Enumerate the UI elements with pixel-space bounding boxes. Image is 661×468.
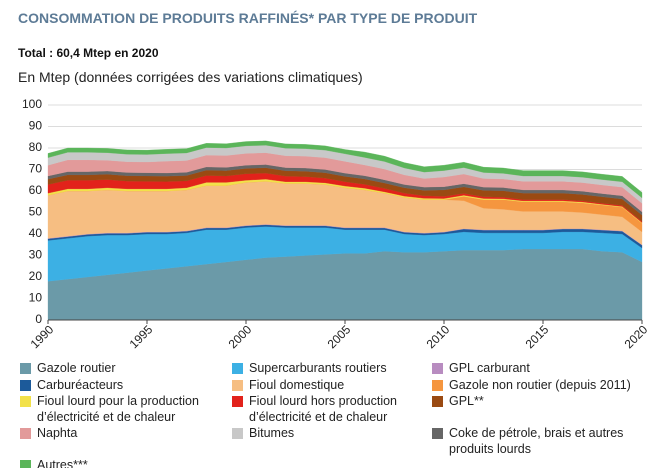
legend-swatch bbox=[20, 460, 31, 468]
legend-label: Autres*** bbox=[37, 458, 88, 468]
y-tick-label: 80 bbox=[29, 140, 43, 154]
y-tick-label: 70 bbox=[29, 162, 43, 176]
legend-label: GPL** bbox=[449, 394, 484, 408]
x-tick-label: 2010 bbox=[424, 322, 453, 351]
legend-label: Bitumes bbox=[249, 426, 295, 440]
legend-swatch bbox=[432, 396, 443, 407]
legend-label: Fioul lourd hors production d’électricit… bbox=[249, 394, 397, 424]
x-tick-label: 1995 bbox=[127, 322, 156, 351]
legend-swatch bbox=[432, 363, 443, 374]
y-tick-label: 0 bbox=[35, 312, 42, 326]
legend-label: Naphta bbox=[37, 426, 78, 440]
legend-label: Carburéacteurs bbox=[37, 377, 124, 392]
y-tick-label: 40 bbox=[29, 226, 43, 240]
legend-item: Fioul domestique bbox=[232, 378, 432, 394]
x-tick-label: 2005 bbox=[325, 322, 354, 351]
legend-item: Supercarburants routiers bbox=[232, 361, 432, 377]
chart: 0 10 20 30 40 50 60 70 80 90 100 1990 1995 2000 2005 20… bbox=[22, 97, 651, 351]
legend-label: Supercarburants routiers bbox=[249, 361, 387, 375]
y-tick-label: 30 bbox=[29, 248, 43, 262]
chart-title: CONSOMMATION DE PRODUITS RAFFINÉS* PAR T… bbox=[18, 10, 478, 26]
legend-item: Autres*** bbox=[20, 458, 232, 468]
y-tick-label: 60 bbox=[29, 183, 43, 197]
legend-item: Bitumes bbox=[232, 426, 432, 457]
x-tick-label: 2020 bbox=[622, 322, 651, 351]
legend-label: GPL carburant bbox=[449, 361, 530, 375]
legend-label: Coke de pétrole, brais et autres produit… bbox=[449, 426, 624, 456]
legend-swatch bbox=[432, 379, 443, 391]
legend-swatch bbox=[232, 379, 243, 391]
x-tick-label: 2000 bbox=[226, 322, 255, 351]
legend-item: Gazole non routier (depuis 2011) bbox=[432, 378, 650, 394]
legend-label: Fioul lourd pour la production d’électri… bbox=[37, 394, 199, 424]
legend-item: Fioul lourd pour la production d’électri… bbox=[20, 394, 232, 425]
legend-item: Carburéacteurs bbox=[20, 378, 232, 394]
x-tick-label: 2015 bbox=[523, 322, 552, 351]
legend-item: Gazole routier bbox=[20, 361, 232, 377]
legend-label: Gazole routier bbox=[37, 361, 116, 375]
legend-label: Fioul domestique bbox=[249, 377, 345, 392]
y-tick-label: 20 bbox=[29, 269, 43, 283]
legend-swatch bbox=[232, 396, 243, 407]
legend-swatch bbox=[20, 379, 31, 391]
x-tick-label: 1990 bbox=[28, 322, 57, 351]
y-tick-label: 10 bbox=[29, 291, 43, 305]
legend: Gazole routier Supercarburants routiers GP… bbox=[20, 361, 650, 468]
legend-item: GPL carburant bbox=[432, 361, 650, 377]
legend-swatch bbox=[20, 363, 31, 374]
legend-item: GPL** bbox=[432, 394, 650, 425]
y-tick-label: 100 bbox=[22, 97, 42, 111]
area bbox=[47, 140, 643, 199]
legend-item: Naphta bbox=[20, 426, 232, 457]
legend-swatch bbox=[232, 363, 243, 374]
legend-swatch bbox=[232, 428, 243, 439]
legend-swatch bbox=[20, 396, 31, 407]
y-axis-label: En Mtep (données corrigées des variation… bbox=[18, 69, 363, 85]
y-tick-label: 90 bbox=[29, 119, 43, 133]
y-tick-label: 50 bbox=[29, 205, 43, 219]
legend-item: Coke de pétrole, brais et autres produit… bbox=[432, 426, 650, 457]
legend-swatch bbox=[432, 428, 443, 439]
legend-item: Fioul lourd hors production d’électricit… bbox=[232, 394, 432, 425]
legend-swatch bbox=[20, 428, 31, 439]
chart-subtitle: Total : 60,4 Mtep en 2020 bbox=[18, 46, 159, 60]
legend-label: Gazole non routier (depuis 2011) bbox=[449, 377, 631, 392]
